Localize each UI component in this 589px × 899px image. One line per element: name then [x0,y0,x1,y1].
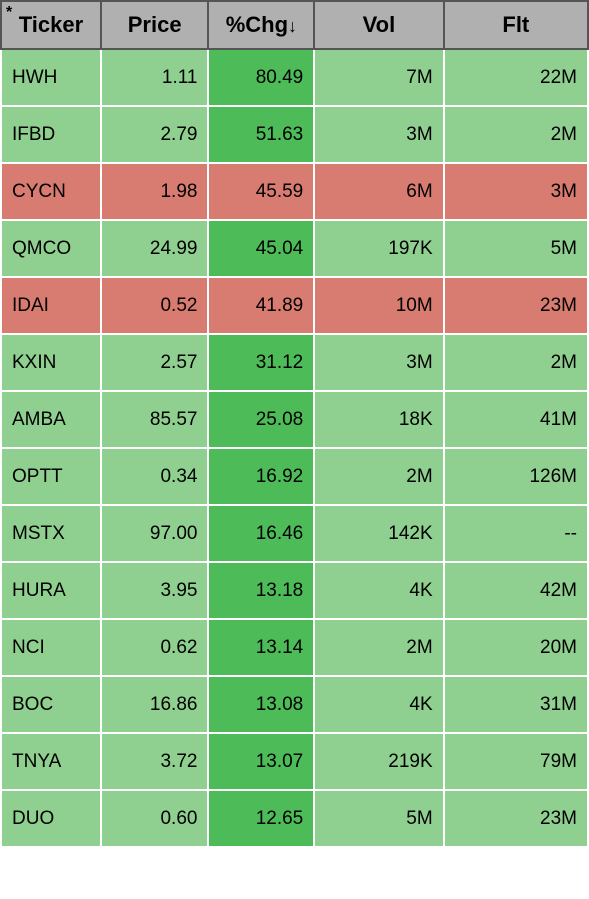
cell-price: 0.52 [101,277,209,334]
cell-ticker: DUO [1,790,101,847]
header-vol-label: Vol [363,12,396,37]
cell-vol: 18K [314,391,443,448]
header-chg-label: %Chg [226,12,288,37]
stock-table: * Ticker Price %Chg↓ Vol Flt HWH1.1180.4… [0,0,589,848]
table-row[interactable]: QMCO24.9945.04197K5M [1,220,588,277]
cell-vol: 3M [314,106,443,163]
cell-chg: 51.63 [208,106,314,163]
sort-down-icon: ↓ [288,16,297,36]
cell-ticker: BOC [1,676,101,733]
cell-ticker: CYCN [1,163,101,220]
cell-ticker: HWH [1,49,101,106]
header-chg[interactable]: %Chg↓ [208,1,314,49]
cell-price: 0.62 [101,619,209,676]
cell-ticker: HURA [1,562,101,619]
cell-price: 0.60 [101,790,209,847]
cell-vol: 4K [314,676,443,733]
table-row[interactable]: HWH1.1180.497M22M [1,49,588,106]
cell-vol: 7M [314,49,443,106]
cell-chg: 31.12 [208,334,314,391]
cell-price: 3.72 [101,733,209,790]
header-vol[interactable]: Vol [314,1,443,49]
cell-vol: 10M [314,277,443,334]
cell-price: 24.99 [101,220,209,277]
cell-flt: 2M [444,334,588,391]
cell-price: 2.57 [101,334,209,391]
cell-price: 1.98 [101,163,209,220]
cell-chg: 45.04 [208,220,314,277]
cell-price: 1.11 [101,49,209,106]
cell-ticker: IFBD [1,106,101,163]
header-price-label: Price [128,12,182,37]
cell-flt: -- [444,505,588,562]
cell-ticker: IDAI [1,277,101,334]
cell-vol: 6M [314,163,443,220]
table-row[interactable]: TNYA3.7213.07219K79M [1,733,588,790]
cell-price: 2.79 [101,106,209,163]
table-row[interactable]: OPTT0.3416.922M126M [1,448,588,505]
cell-vol: 142K [314,505,443,562]
table-body: HWH1.1180.497M22MIFBD2.7951.633M2MCYCN1.… [1,49,588,847]
cell-chg: 25.08 [208,391,314,448]
cell-vol: 219K [314,733,443,790]
table-row[interactable]: HURA3.9513.184K42M [1,562,588,619]
cell-ticker: OPTT [1,448,101,505]
cell-vol: 4K [314,562,443,619]
cell-chg: 13.07 [208,733,314,790]
cell-flt: 31M [444,676,588,733]
cell-flt: 20M [444,619,588,676]
cell-chg: 16.46 [208,505,314,562]
table-row[interactable]: IDAI0.5241.8910M23M [1,277,588,334]
cell-flt: 79M [444,733,588,790]
cell-ticker: TNYA [1,733,101,790]
cell-flt: 126M [444,448,588,505]
cell-flt: 42M [444,562,588,619]
cell-chg: 13.14 [208,619,314,676]
cell-flt: 23M [444,790,588,847]
cell-vol: 197K [314,220,443,277]
header-ticker-label: Ticker [19,12,83,37]
cell-ticker: KXIN [1,334,101,391]
table-row[interactable]: MSTX97.0016.46142K-- [1,505,588,562]
cell-ticker: QMCO [1,220,101,277]
table-row[interactable]: BOC16.8613.084K31M [1,676,588,733]
cell-price: 97.00 [101,505,209,562]
cell-vol: 5M [314,790,443,847]
cell-chg: 45.59 [208,163,314,220]
cell-ticker: MSTX [1,505,101,562]
cell-ticker: AMBA [1,391,101,448]
table-row[interactable]: NCI0.6213.142M20M [1,619,588,676]
header-price[interactable]: Price [101,1,209,49]
table-row[interactable]: KXIN2.5731.123M2M [1,334,588,391]
cell-chg: 80.49 [208,49,314,106]
cell-price: 85.57 [101,391,209,448]
cell-price: 3.95 [101,562,209,619]
cell-chg: 13.08 [208,676,314,733]
header-ticker[interactable]: * Ticker [1,1,101,49]
table-row[interactable]: DUO0.6012.655M23M [1,790,588,847]
cell-vol: 3M [314,334,443,391]
header-flt-label: Flt [502,12,529,37]
cell-flt: 23M [444,277,588,334]
cell-chg: 12.65 [208,790,314,847]
cell-flt: 41M [444,391,588,448]
cell-vol: 2M [314,619,443,676]
table-row[interactable]: AMBA85.5725.0818K41M [1,391,588,448]
cell-flt: 2M [444,106,588,163]
table-row[interactable]: IFBD2.7951.633M2M [1,106,588,163]
cell-ticker: NCI [1,619,101,676]
asterisk-icon: * [6,4,12,22]
cell-price: 16.86 [101,676,209,733]
cell-vol: 2M [314,448,443,505]
header-flt[interactable]: Flt [444,1,588,49]
cell-flt: 5M [444,220,588,277]
cell-chg: 13.18 [208,562,314,619]
cell-chg: 16.92 [208,448,314,505]
cell-flt: 22M [444,49,588,106]
cell-flt: 3M [444,163,588,220]
table-header: * Ticker Price %Chg↓ Vol Flt [1,1,588,49]
cell-chg: 41.89 [208,277,314,334]
table-row[interactable]: CYCN1.9845.596M3M [1,163,588,220]
cell-price: 0.34 [101,448,209,505]
